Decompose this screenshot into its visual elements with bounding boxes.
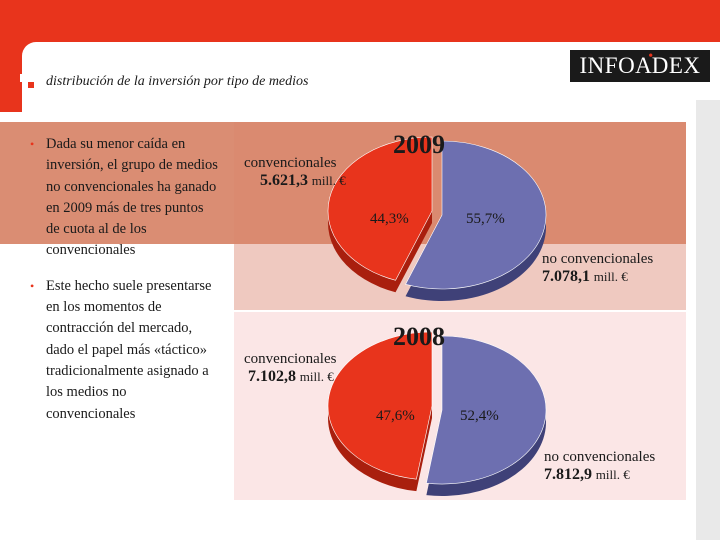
label-conv-2008-unit: mill. € [299, 369, 334, 384]
label-nonconv-2009-name: no convencionales [542, 251, 654, 267]
pie-2009 [327, 136, 547, 302]
bullet-item: • Este hecho suele presentarse en los mo… [28, 276, 218, 425]
bullet-mark-icon: • [30, 278, 35, 293]
pct-conv-2009: 44,3% [370, 211, 409, 227]
label-nonconv-2008-amount: 7.812,9 [544, 466, 592, 483]
label-conv-2009-name: convencionales [244, 155, 337, 171]
label-nonconv-2008: no convencionales 7.812,9 mill. € [544, 448, 655, 484]
pie-slice-conv [327, 136, 433, 281]
pie-slice-nonconv [426, 335, 547, 485]
label-conv-2008-amount: 7.102,8 [248, 368, 296, 385]
pct-conv-2008: 47,6% [376, 408, 415, 424]
chart-title-2008: 2008 [393, 322, 445, 351]
slide-title: Inversión real estimada 2009 [46, 40, 246, 59]
pie-slice-conv [327, 331, 433, 480]
pie-slice-nonconv [405, 140, 547, 290]
label-conv-2009-unit: mill. € [311, 173, 346, 188]
pie-2008 [327, 331, 547, 497]
label-nonconv-2008-name: no convencionales [544, 449, 656, 465]
bullet-text: Este hecho suele presentarse en los mome… [46, 277, 212, 422]
bullet-text: Dada su menor caída en inversión, el gru… [46, 136, 218, 259]
bullet-list: • Dada su menor caída en inversión, el g… [28, 134, 218, 439]
bullet-mark-icon: • [30, 137, 35, 151]
infoadex-logo: INFOA • DEX [570, 49, 710, 82]
slide-subtitle: distribución de la inversión por tipo de… [46, 74, 309, 89]
chart-title-2009: 2009 [393, 130, 445, 159]
label-conv-2009-amount: 5.621,3 [260, 172, 308, 189]
decor-square-small [28, 82, 34, 88]
label-nonconv-2009: no convencionales 7.078,1 mill. € [542, 250, 653, 286]
bullet-item: • Dada su menor caída en inversión, el g… [28, 134, 218, 262]
decor-square [20, 74, 28, 82]
label-conv-2009: convencionales 5.621,3 mill. € [244, 154, 346, 190]
label-nonconv-2008-unit: mill. € [595, 467, 630, 482]
label-nonconv-2009-amount: 7.078,1 [542, 268, 590, 285]
label-conv-2008: convencionales 7.102,8 mill. € [244, 350, 336, 386]
pct-nonconv-2009: 55,7% [466, 211, 505, 227]
pct-nonconv-2008: 52,4% [460, 408, 499, 424]
label-nonconv-2009-unit: mill. € [593, 269, 628, 284]
right-strip [696, 100, 720, 540]
label-conv-2008-name: convencionales [244, 351, 337, 367]
